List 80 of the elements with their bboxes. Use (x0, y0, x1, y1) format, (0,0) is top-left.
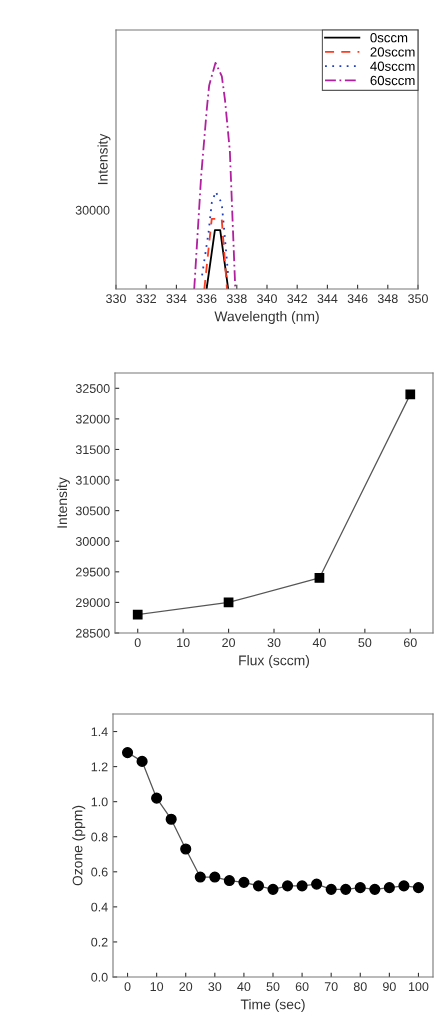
point (325, 883, 337, 895)
point (296, 880, 308, 892)
x-tick-label: 50 (266, 982, 280, 992)
y-tick-label: 29000 (76, 598, 110, 608)
y-axis-title: Intensity (56, 477, 70, 528)
y-tick-label: 1.4 (91, 727, 108, 737)
x-tick-label: 60 (403, 638, 417, 648)
x-tick-label: 60 (295, 982, 309, 992)
x-tick-label: 346 (347, 294, 368, 304)
point (238, 876, 250, 888)
x-tick-label: 334 (166, 294, 187, 304)
x-tick-label: 80 (353, 982, 367, 992)
x-tick-label: 10 (150, 982, 164, 992)
x-tick-label: 30 (267, 638, 281, 648)
point (223, 875, 235, 887)
point (151, 792, 163, 804)
x-tick-label: 40 (237, 982, 251, 992)
x-tick-label: 70 (324, 982, 338, 992)
point (267, 883, 279, 895)
point (314, 573, 325, 583)
point (209, 871, 221, 883)
point (281, 880, 294, 892)
x-tick-label: 344 (317, 294, 338, 304)
x-tick-label: 30 (208, 982, 222, 992)
y-tick-label: 1.2 (91, 762, 108, 772)
point (369, 883, 381, 895)
x-tick-label: 50 (358, 638, 372, 648)
x-axis-title: Time (sec) (240, 999, 305, 1013)
x-tick-label: 336 (196, 294, 217, 304)
y-tick-label: 28500 (76, 628, 110, 638)
point (194, 871, 206, 883)
legend-label: 60sccm (370, 75, 415, 86)
point (340, 883, 352, 895)
point (136, 755, 148, 767)
point (180, 843, 192, 855)
point (311, 878, 323, 890)
y-tick-label: 30500 (75, 506, 110, 516)
legend-label: 40sccm (370, 61, 415, 71)
point (412, 882, 425, 894)
legend-label: 0sccm (370, 32, 408, 43)
x-tick-label: 20 (222, 638, 236, 648)
y-tick-label: 31500 (75, 445, 110, 455)
x-axis-title: Wavelength (nm) (214, 311, 319, 325)
y-tick-label: 0.0 (91, 972, 108, 982)
x-tick-label: 348 (377, 294, 398, 304)
y-tick-label: 0.8 (91, 832, 108, 842)
x-tick-label: 330 (106, 294, 126, 304)
point (165, 813, 177, 825)
y-tick-label: 30000 (75, 537, 110, 546)
point (121, 747, 134, 759)
x-tick-label: 0 (124, 982, 131, 992)
x-tick-label: 10 (177, 638, 190, 648)
x-tick-label: 338 (226, 294, 247, 304)
y-tick-label: 29500 (76, 567, 110, 577)
x-tick-label: 350 (408, 294, 428, 304)
x-tick-label: 90 (383, 982, 396, 992)
point (354, 882, 366, 894)
x-tick-label: 340 (257, 294, 277, 304)
x-tick-label: 332 (136, 294, 156, 304)
x-axis-title: Flux (sccm) (239, 655, 310, 669)
y-tick-label: 1.0 (91, 797, 108, 807)
y-axis-title: Ozone (ppm) (72, 805, 86, 886)
y-tick-label: 31000 (75, 475, 110, 485)
point (383, 882, 395, 894)
legend-label: 20sccm (370, 47, 415, 57)
x-tick-label: 40 (312, 638, 326, 648)
point (398, 880, 410, 892)
y-tick-label: 0.4 (91, 902, 108, 912)
x-tick-label: 0 (134, 638, 141, 648)
y-tick-label: 0.2 (91, 937, 108, 947)
y-tick-label: 32500 (75, 384, 110, 393)
point (252, 880, 265, 892)
x-tick-label: 342 (287, 294, 307, 304)
y-tick-label: 32000 (75, 414, 110, 424)
point (405, 389, 416, 400)
x-tick-label: 100 (408, 982, 429, 992)
point (132, 609, 143, 620)
y-axis-title: Intensity (97, 133, 111, 185)
x-tick-label: 20 (179, 982, 193, 992)
y-tick-label: 0.6 (91, 867, 108, 877)
